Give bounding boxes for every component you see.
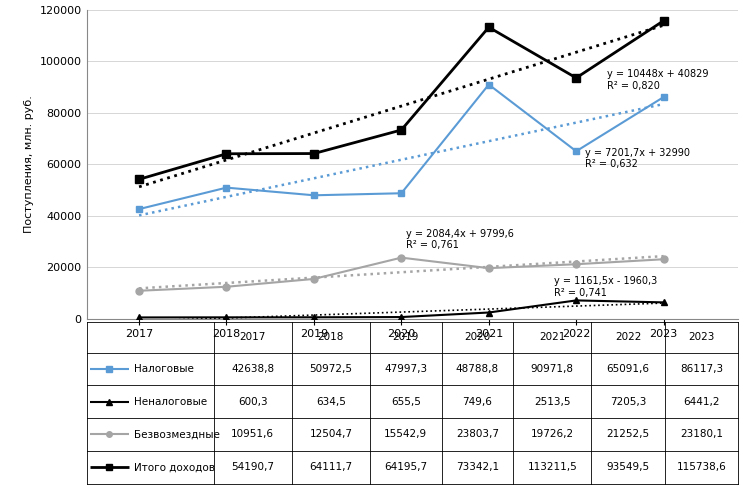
Text: 2022: 2022 <box>615 333 642 342</box>
Text: 749,6: 749,6 <box>462 397 492 407</box>
Text: 47997,3: 47997,3 <box>384 364 427 374</box>
Text: 6441,2: 6441,2 <box>683 397 720 407</box>
Text: Неналоговые: Неналоговые <box>134 397 207 407</box>
Text: y = 10448x + 40829
R² = 0,820: y = 10448x + 40829 R² = 0,820 <box>607 69 709 91</box>
Text: 15542,9: 15542,9 <box>384 430 427 439</box>
Text: y = 2084,4x + 9799,6
R² = 0,761: y = 2084,4x + 9799,6 R² = 0,761 <box>406 229 514 250</box>
Text: 50972,5: 50972,5 <box>309 364 352 374</box>
Text: 7205,3: 7205,3 <box>610 397 646 407</box>
Text: 42638,8: 42638,8 <box>231 364 274 374</box>
Text: 2018: 2018 <box>318 333 344 342</box>
Text: 23803,7: 23803,7 <box>456 430 499 439</box>
Text: Итого доходов: Итого доходов <box>134 462 215 472</box>
Text: Налоговые: Налоговые <box>134 364 194 374</box>
Text: 2513,5: 2513,5 <box>534 397 571 407</box>
Text: 113211,5: 113211,5 <box>527 462 578 472</box>
Text: 21252,5: 21252,5 <box>607 430 650 439</box>
Text: 90971,8: 90971,8 <box>531 364 574 374</box>
Text: 54190,7: 54190,7 <box>231 462 274 472</box>
Text: 64111,7: 64111,7 <box>309 462 352 472</box>
Text: 65091,6: 65091,6 <box>607 364 650 374</box>
Text: 64195,7: 64195,7 <box>384 462 427 472</box>
Text: 634,5: 634,5 <box>316 397 346 407</box>
Text: 2019: 2019 <box>392 333 419 342</box>
Text: 48788,8: 48788,8 <box>456 364 499 374</box>
Text: 2023: 2023 <box>688 333 715 342</box>
Text: 2020: 2020 <box>465 333 490 342</box>
Text: 2017: 2017 <box>239 333 266 342</box>
Text: 23180,1: 23180,1 <box>680 430 723 439</box>
Text: 10951,6: 10951,6 <box>231 430 274 439</box>
Text: 2021: 2021 <box>539 333 566 342</box>
Text: 19726,2: 19726,2 <box>531 430 574 439</box>
Text: y = 7201,7x + 32990
R² = 0,632: y = 7201,7x + 32990 R² = 0,632 <box>585 148 690 169</box>
Text: 115738,6: 115738,6 <box>677 462 727 472</box>
Text: Безвозмездные: Безвозмездные <box>134 430 220 439</box>
Text: 12504,7: 12504,7 <box>309 430 352 439</box>
Y-axis label: Поступления, млн. руб.: Поступления, млн. руб. <box>24 95 34 233</box>
Text: 93549,5: 93549,5 <box>607 462 650 472</box>
Text: 73342,1: 73342,1 <box>456 462 499 472</box>
Text: y = 1161,5x - 1960,3
R² = 0,741: y = 1161,5x - 1960,3 R² = 0,741 <box>554 277 657 298</box>
Text: 86117,3: 86117,3 <box>680 364 723 374</box>
Text: 655,5: 655,5 <box>391 397 421 407</box>
Text: 600,3: 600,3 <box>238 397 267 407</box>
